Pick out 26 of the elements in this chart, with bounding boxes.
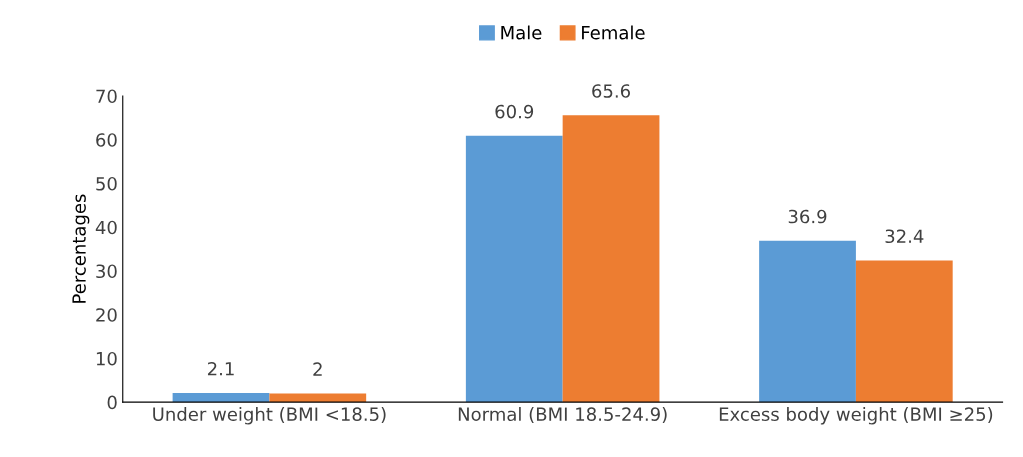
data-label: 60.9 — [495, 104, 534, 119]
data-label: 2 — [313, 362, 322, 376]
bar — [465, 135, 563, 403]
bar — [172, 392, 270, 403]
y-tick-label: 10 — [96, 351, 117, 366]
y-tick-label: 0 — [107, 395, 117, 410]
x-tick-label: Under weight (BMI <18.5) — [153, 407, 386, 425]
legend-label: Male — [501, 25, 542, 40]
x-tick-label: Normal (BMI 18.5-24.9) — [458, 407, 667, 424]
bar — [269, 393, 367, 403]
y-tick-label: 20 — [96, 308, 117, 322]
data-label: 2.1 — [207, 361, 234, 376]
y-axis-title: Percentages — [72, 194, 90, 303]
legend-label: Female — [582, 25, 645, 40]
data-label: 65.6 — [592, 84, 630, 98]
data-label: 32.4 — [885, 229, 924, 244]
x-tick-label: Excess body weight (BMI ≥25) — [719, 407, 993, 425]
bar — [562, 115, 660, 403]
y-tick-label: 30 — [96, 264, 117, 279]
bar — [855, 260, 953, 403]
bar — [759, 240, 856, 403]
data-label: 36.9 — [788, 209, 827, 224]
y-tick-label: 50 — [96, 176, 117, 191]
y-tick-label: 40 — [95, 220, 117, 235]
y-tick-label: 70 — [96, 89, 117, 104]
y-tick-label: 60 — [96, 133, 117, 147]
